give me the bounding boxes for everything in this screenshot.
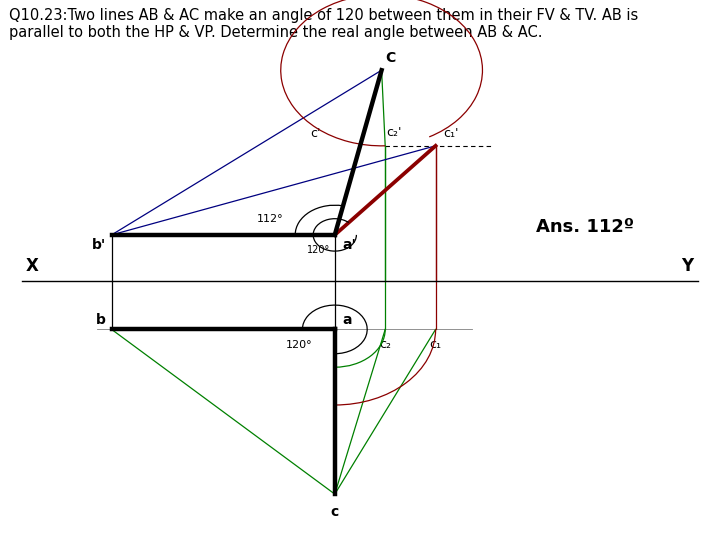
Text: X: X [26,258,39,275]
Text: c₂': c₂' [387,126,402,139]
Text: 120°: 120° [307,245,330,255]
Text: c₁: c₁ [430,338,441,350]
Text: Ans. 112º: Ans. 112º [536,218,634,236]
Text: b: b [96,313,106,327]
Text: parallel to both the HP & VP. Determine the real angle between AB & AC.: parallel to both the HP & VP. Determine … [9,25,542,40]
Text: c: c [330,505,339,519]
Text: c': c' [310,127,320,140]
Text: c₁': c₁' [443,127,459,140]
Text: Q10.23:Two lines AB & AC make an angle of 120 between them in their FV & TV. AB : Q10.23:Two lines AB & AC make an angle o… [9,8,638,23]
Text: a': a' [342,238,356,252]
Text: Y: Y [682,258,693,275]
Text: b': b' [91,238,106,252]
Text: c₂: c₂ [379,338,391,350]
Text: 112°: 112° [257,214,283,224]
Text: C: C [385,51,395,65]
Text: 120°: 120° [286,340,312,350]
Text: a: a [342,313,351,327]
